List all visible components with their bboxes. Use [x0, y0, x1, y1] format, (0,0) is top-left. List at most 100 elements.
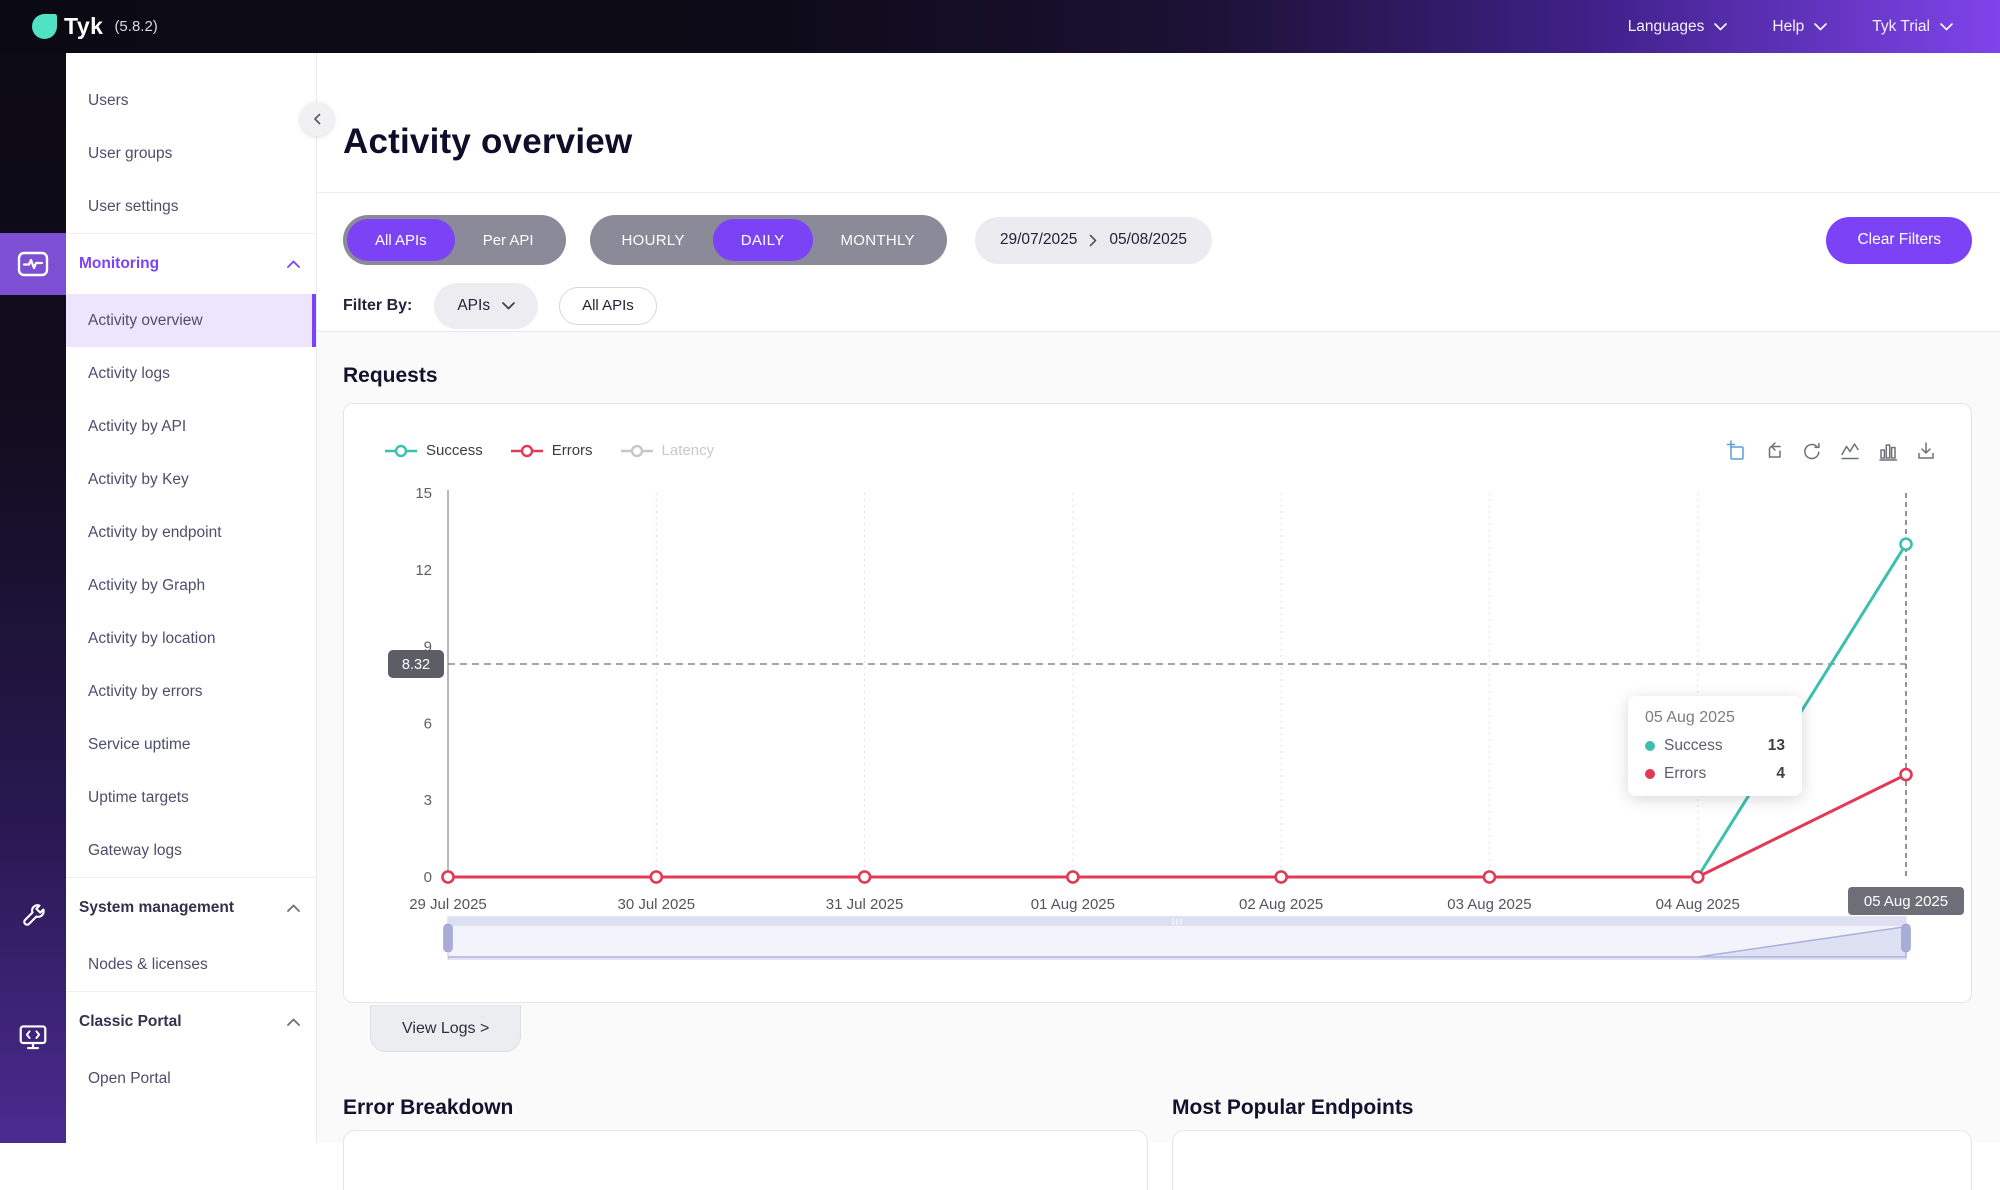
topbar: Tyk (5.8.2) Languages Help Tyk Trial [0, 0, 2000, 53]
chevron-left-icon [313, 113, 320, 125]
all-apis-chip[interactable]: All APIs [559, 286, 657, 325]
filters-bar: All APIs Per API HOURLY DAILY MONTHLY 29… [343, 215, 1972, 265]
legend-success[interactable]: Success [384, 442, 483, 459]
toggle-daily[interactable]: DAILY [712, 219, 813, 261]
monitor-pulse-icon [17, 251, 49, 277]
svg-text:04 Aug 2025: 04 Aug 2025 [1656, 896, 1740, 913]
requests-title: Requests [343, 364, 438, 388]
requests-chart-svg[interactable]: 0 3 6 9 12 15 29 Jul 2025 30 Jul 2025 31 Jul 202… [344, 404, 1973, 1004]
legend-errors[interactable]: Errors [510, 442, 593, 459]
view-logs-button[interactable]: View Logs > [370, 1005, 522, 1052]
menu-languages[interactable]: Languages [1628, 18, 1728, 36]
chevron-up-icon [287, 904, 300, 912]
svg-text:05 Aug 2025: 05 Aug 2025 [1864, 893, 1948, 910]
sidebar-item-nodes-licenses[interactable]: Nodes & licenses [66, 938, 316, 991]
classic-portal-rail-icon[interactable] [0, 1024, 66, 1051]
toggle-per-api[interactable]: Per API [482, 231, 534, 249]
sidebar-item-activity-overview[interactable]: Activity overview [66, 294, 316, 347]
svg-text:02 Aug 2025: 02 Aug 2025 [1239, 896, 1323, 913]
zoom-select-icon[interactable] [1725, 440, 1747, 462]
svg-text:30 Jul 2025: 30 Jul 2025 [617, 896, 695, 913]
svg-text:9: 9 [424, 639, 432, 656]
api-scope-toggle: All APIs Per API [343, 215, 566, 265]
svg-text:01 Aug 2025: 01 Aug 2025 [1031, 896, 1115, 913]
legend-latency[interactable]: Latency [620, 442, 714, 459]
most-popular-endpoints-card [1172, 1130, 1972, 1190]
sidebar-item-activity-by-location[interactable]: Activity by location [66, 612, 316, 665]
menu-tyk-trial[interactable]: Tyk Trial [1872, 18, 1953, 36]
toggle-hourly[interactable]: HOURLY [621, 231, 685, 249]
chevron-up-icon [287, 260, 300, 268]
error-breakdown-card [343, 1130, 1148, 1190]
sidebar-item-gateway-logs[interactable]: Gateway logs [66, 824, 316, 877]
icon-rail [0, 53, 66, 1143]
period-toggle: HOURLY DAILY MONTHLY [589, 215, 947, 265]
sidebar-item-uptime-targets[interactable]: Uptime targets [66, 771, 316, 824]
tyk-logo[interactable]: Tyk (5.8.2) [32, 13, 158, 40]
errors-dot-icon [1645, 769, 1655, 779]
sidebar-item-activity-by-api[interactable]: Activity by API [66, 400, 316, 453]
filter-by-row: Filter By: APIs All APIs [343, 282, 657, 329]
sidebar-item-activity-by-errors[interactable]: Activity by errors [66, 665, 316, 718]
toggle-monthly[interactable]: MONTHLY [840, 231, 915, 249]
bar-chart-icon[interactable] [1877, 440, 1899, 462]
legend-success-icon [385, 444, 417, 457]
chevron-right-icon [1089, 234, 1097, 247]
sidebar-item-activity-by-key[interactable]: Activity by Key [66, 453, 316, 506]
menu-help[interactable]: Help [1772, 18, 1828, 36]
apis-dropdown[interactable]: APIs [434, 282, 539, 329]
system-management-rail-icon[interactable] [0, 904, 66, 931]
legend-latency-icon [620, 444, 653, 457]
zoom-reset-icon[interactable] [1763, 440, 1785, 462]
sidebar-section-system-management[interactable]: System management [66, 877, 316, 938]
sidebar-item-open-portal[interactable]: Open Portal [66, 1052, 316, 1105]
chevron-down-icon [1940, 22, 1953, 31]
sidebar: Users User groups User settings Monitori… [66, 53, 317, 1143]
svg-text:03 Aug 2025: 03 Aug 2025 [1447, 896, 1531, 913]
sidebar-collapse-button[interactable] [300, 102, 334, 136]
chevron-down-icon [1714, 22, 1728, 31]
sidebar-item-activity-by-endpoint[interactable]: Activity by endpoint [66, 506, 316, 559]
svg-text:3: 3 [424, 792, 432, 809]
download-icon[interactable] [1915, 440, 1937, 462]
tyk-logo-icon [32, 14, 57, 39]
sidebar-item-activity-by-graph[interactable]: Activity by Graph [66, 559, 316, 612]
tooltip-row-success: Success 13 [1645, 737, 1785, 755]
topbar-menus: Languages Help Tyk Trial [1628, 18, 1953, 36]
svg-text:15: 15 [415, 485, 432, 502]
monitoring-rail-icon[interactable] [0, 233, 66, 295]
sidebar-item-activity-logs[interactable]: Activity logs [66, 347, 316, 400]
sidebar-item-user-groups[interactable]: User groups [66, 127, 316, 180]
sidebar-section-classic-portal[interactable]: Classic Portal [66, 991, 316, 1052]
sidebar-item-user-settings[interactable]: User settings [66, 180, 316, 233]
sidebar-item-users[interactable]: Users [66, 74, 316, 127]
tooltip-row-errors: Errors 4 [1645, 765, 1785, 783]
version-label: (5.8.2) [114, 18, 158, 35]
svg-text:8.32: 8.32 [402, 657, 430, 673]
divider [317, 331, 2000, 332]
chart-toolbox [1725, 440, 1937, 462]
sidebar-section-monitoring[interactable]: Monitoring [66, 233, 316, 294]
divider [317, 192, 2000, 193]
legend-errors-icon [510, 444, 543, 457]
svg-text:29 Jul 2025: 29 Jul 2025 [409, 896, 487, 913]
sidebar-item-service-uptime[interactable]: Service uptime [66, 718, 316, 771]
tooltip-date: 05 Aug 2025 [1645, 709, 1735, 726]
restore-icon[interactable] [1801, 440, 1823, 462]
requests-section: Requests Success Errors [317, 332, 2000, 1190]
clear-filters-button[interactable]: Clear Filters [1826, 216, 1972, 264]
portal-monitor-icon [19, 1025, 47, 1050]
error-breakdown-title: Error Breakdown [343, 1096, 514, 1120]
date-range-picker[interactable]: 29/07/2025 05/08/2025 [974, 216, 1212, 264]
wrench-icon [22, 904, 45, 926]
date-to: 05/08/2025 [1109, 231, 1187, 248]
line-chart-icon[interactable] [1839, 440, 1861, 462]
chart-legend: Success Errors Latency [384, 442, 714, 459]
chevron-down-icon [502, 301, 515, 310]
filter-by-label: Filter By: [343, 296, 413, 314]
svg-text:6: 6 [424, 715, 432, 732]
main-content: Activity overview All APIs Per API HOURL… [317, 53, 2000, 1190]
most-popular-endpoints-title: Most Popular Endpoints [1172, 1096, 1414, 1120]
toggle-all-apis[interactable]: All APIs [347, 219, 455, 261]
requests-chart-card: Success Errors Latency [343, 403, 1972, 1003]
